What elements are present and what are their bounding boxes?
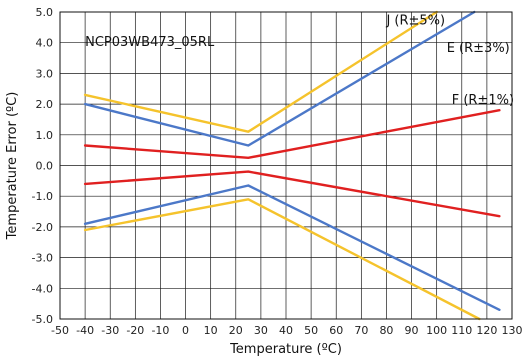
x-tick-label: 70: [354, 324, 368, 337]
x-tick-label: -40: [76, 324, 94, 337]
series-line-5: [83, 108, 501, 160]
x-tick-label: -20: [126, 324, 144, 337]
x-tick-label: -50: [51, 324, 69, 337]
y-tick-label: 3.0: [36, 67, 54, 80]
x-tick-label: 50: [304, 324, 318, 337]
annotation-4: F (R±1%): [452, 93, 514, 108]
series-line-4: [83, 184, 501, 311]
x-tick-label: 80: [379, 324, 393, 337]
x-tick-label: 110: [451, 324, 472, 337]
annotation-3: E (R±3%): [447, 41, 510, 56]
y-tick-label: -1.0: [32, 190, 53, 203]
x-tick-label: 40: [279, 324, 293, 337]
x-tick-label: 90: [405, 324, 419, 337]
annotation-2: J (R±5%): [385, 13, 445, 28]
x-tick-label: 10: [204, 324, 218, 337]
y-tick-label: 4.0: [36, 37, 54, 50]
annotation-1: NCP03WB473_05RL: [85, 35, 215, 50]
series-line-3: [83, 10, 476, 147]
y-tick-label: -2.0: [32, 221, 53, 234]
y-tick-label: -3.0: [32, 252, 53, 265]
series-line-1: [83, 10, 438, 133]
y-tick-label: 5.0: [36, 6, 54, 19]
x-tick-label: 120: [476, 324, 497, 337]
y-tick-label: 0.0: [36, 160, 54, 173]
x-tick-label: 100: [426, 324, 447, 337]
y-tick-label: -4.0: [32, 282, 53, 295]
series-line-6: [83, 170, 501, 218]
y-tick-label: 2.0: [36, 98, 54, 111]
y-axis-title: Temperature Error (ºC): [5, 92, 20, 241]
x-tick-label: 130: [502, 324, 522, 337]
y-tick-label: -5.0: [32, 313, 53, 326]
x-axis-title: Temperature (ºC): [229, 342, 342, 357]
plot-frame: [59, 11, 513, 320]
series-line-2: [83, 198, 481, 321]
grid-layer: [60, 12, 512, 319]
series-layer: [83, 10, 501, 321]
annotations-layer: NCP03WB473_05RL J (R±5%)E (R±3%) F (R±1%): [85, 13, 514, 108]
x-tick-label: 60: [329, 324, 343, 337]
x-tick-label: -30: [101, 324, 119, 337]
x-tick-label: 30: [254, 324, 268, 337]
y-tick-label: 1.0: [36, 129, 54, 142]
x-tick-label: -10: [151, 324, 169, 337]
ticks-layer: -50 -40 -30 -20 -10 0 10 20 30 40 50 60 70 80 90 100 110…: [32, 6, 522, 337]
x-tick-label: 20: [229, 324, 243, 337]
x-tick-label: 0: [182, 324, 189, 337]
